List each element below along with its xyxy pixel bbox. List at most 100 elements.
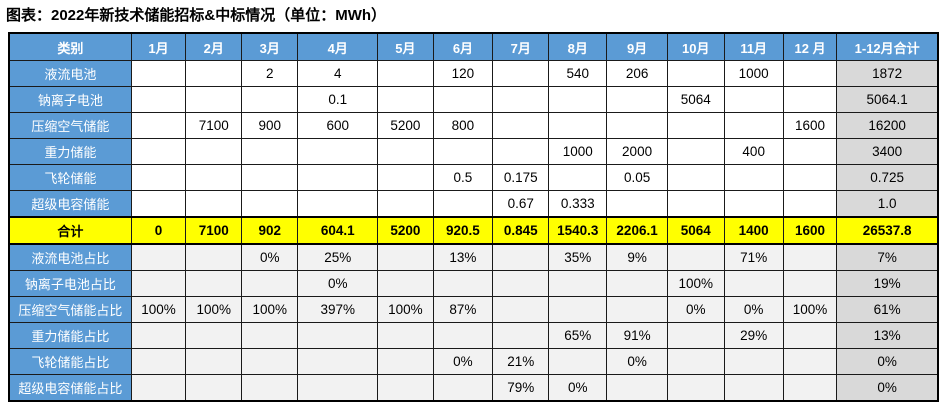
table-row: 压缩空气储能 7100 900 600 5200 800 1600 16200 xyxy=(8,112,939,139)
table-cell: 0.845 xyxy=(492,216,550,245)
table-cell: 0% xyxy=(548,374,608,402)
table-cell xyxy=(666,243,725,271)
table-cell xyxy=(130,138,187,165)
table-cell xyxy=(130,164,187,191)
table-row: 飞轮储能占比 0% 21% 0% 0% xyxy=(8,348,939,375)
table-cell xyxy=(723,270,784,297)
table-cell xyxy=(782,190,838,218)
table-cell xyxy=(241,374,299,402)
table-cell: 100% xyxy=(130,296,187,323)
table-cell: 26537.8 xyxy=(836,216,939,245)
table-cell xyxy=(241,270,299,297)
table-cell: 0% xyxy=(836,374,939,402)
table-cell xyxy=(548,86,608,113)
table-cell: 5200 xyxy=(377,112,434,139)
row-label: 飞轮储能 xyxy=(8,164,132,191)
table-cell xyxy=(606,374,668,402)
table-cell: 1872 xyxy=(836,60,939,87)
table-cell xyxy=(666,164,725,191)
table-cell: 16200 xyxy=(836,112,939,139)
row-label: 液流电池 xyxy=(8,60,132,87)
table-cell xyxy=(723,112,784,139)
table-cell xyxy=(666,348,725,375)
table-row: 压缩空气储能占比 100% 100% 100% 397% 100% 87% 0% 0% 100% 6… xyxy=(8,296,939,323)
table-cell xyxy=(723,374,784,402)
table-cell xyxy=(432,270,494,297)
table-cell xyxy=(492,322,550,349)
column-header: 1-12月合计 xyxy=(836,32,939,61)
table-cell xyxy=(666,322,725,349)
table-row: 超级电容储能 0.67 0.333 1.0 xyxy=(8,190,939,218)
table-cell xyxy=(130,322,187,349)
table-cell: 540 xyxy=(548,60,608,87)
table-cell xyxy=(241,164,299,191)
table-cell: 900 xyxy=(241,112,299,139)
table-cell: 206 xyxy=(606,60,668,87)
table-cell xyxy=(548,112,608,139)
table-cell xyxy=(432,86,494,113)
table-cell xyxy=(723,348,784,375)
table-row: 重力储能 1000 2000 400 3400 xyxy=(8,138,939,165)
row-label: 重力储能占比 xyxy=(8,322,132,349)
table-cell: 5064.1 xyxy=(836,86,939,113)
row-label: 重力储能 xyxy=(8,138,132,165)
table-cell xyxy=(377,270,434,297)
table-cell: 21% xyxy=(492,348,550,375)
page-title: 图表：2022年新技术储能招标&中标情况（单位：MWh） xyxy=(6,7,387,24)
table-cell xyxy=(297,164,379,191)
table-cell: 13% xyxy=(836,322,939,349)
table-cell xyxy=(297,190,379,218)
table-cell xyxy=(492,296,550,323)
table-cell xyxy=(297,138,379,165)
table-cell: 100% xyxy=(241,296,299,323)
table-cell: 5064 xyxy=(666,216,725,245)
table-cell: 0% xyxy=(241,243,299,271)
table-cell xyxy=(548,270,608,297)
table-cell xyxy=(432,322,494,349)
table-cell: 25% xyxy=(297,243,379,271)
table-cell xyxy=(723,86,784,113)
table-cell: 2 xyxy=(241,60,299,87)
column-header: 2月 xyxy=(185,32,243,61)
table-cell xyxy=(666,374,725,402)
table-cell: 0.67 xyxy=(492,190,550,218)
table-cell: 79% xyxy=(492,374,550,402)
table-cell: 2000 xyxy=(606,138,668,165)
row-label: 液流电池占比 xyxy=(8,243,132,271)
table-cell: 0.175 xyxy=(492,164,550,191)
table-cell: 7% xyxy=(836,243,939,271)
table-cell xyxy=(241,348,299,375)
table-cell xyxy=(297,348,379,375)
table-cell xyxy=(130,243,187,271)
table-cell xyxy=(130,86,187,113)
table-cell: 100% xyxy=(666,270,725,297)
column-header: 8月 xyxy=(548,32,608,61)
table-cell xyxy=(666,190,725,218)
table-cell xyxy=(130,190,187,218)
table-cell: 0.1 xyxy=(297,86,379,113)
table-cell: 100% xyxy=(782,296,838,323)
table-cell xyxy=(782,322,838,349)
table-cell: 1000 xyxy=(548,138,608,165)
table-cell: 400 xyxy=(723,138,784,165)
column-header: 6月 xyxy=(432,32,494,61)
column-header: 11月 xyxy=(723,32,784,61)
table-cell xyxy=(185,243,243,271)
table-cell xyxy=(377,322,434,349)
table-cell xyxy=(241,190,299,218)
table-cell xyxy=(185,60,243,87)
table-cell xyxy=(432,190,494,218)
table-cell xyxy=(185,86,243,113)
table-cell xyxy=(130,60,187,87)
table-cell xyxy=(185,374,243,402)
table-cell xyxy=(241,322,299,349)
table-cell: 120 xyxy=(432,60,494,87)
row-label: 飞轮储能占比 xyxy=(8,348,132,375)
table-cell xyxy=(377,374,434,402)
table-cell xyxy=(377,190,434,218)
table-cell: 13% xyxy=(432,243,494,271)
column-header: 7月 xyxy=(492,32,550,61)
row-label: 钠离子电池占比 xyxy=(8,270,132,297)
table-cell xyxy=(606,270,668,297)
table-cell xyxy=(377,348,434,375)
